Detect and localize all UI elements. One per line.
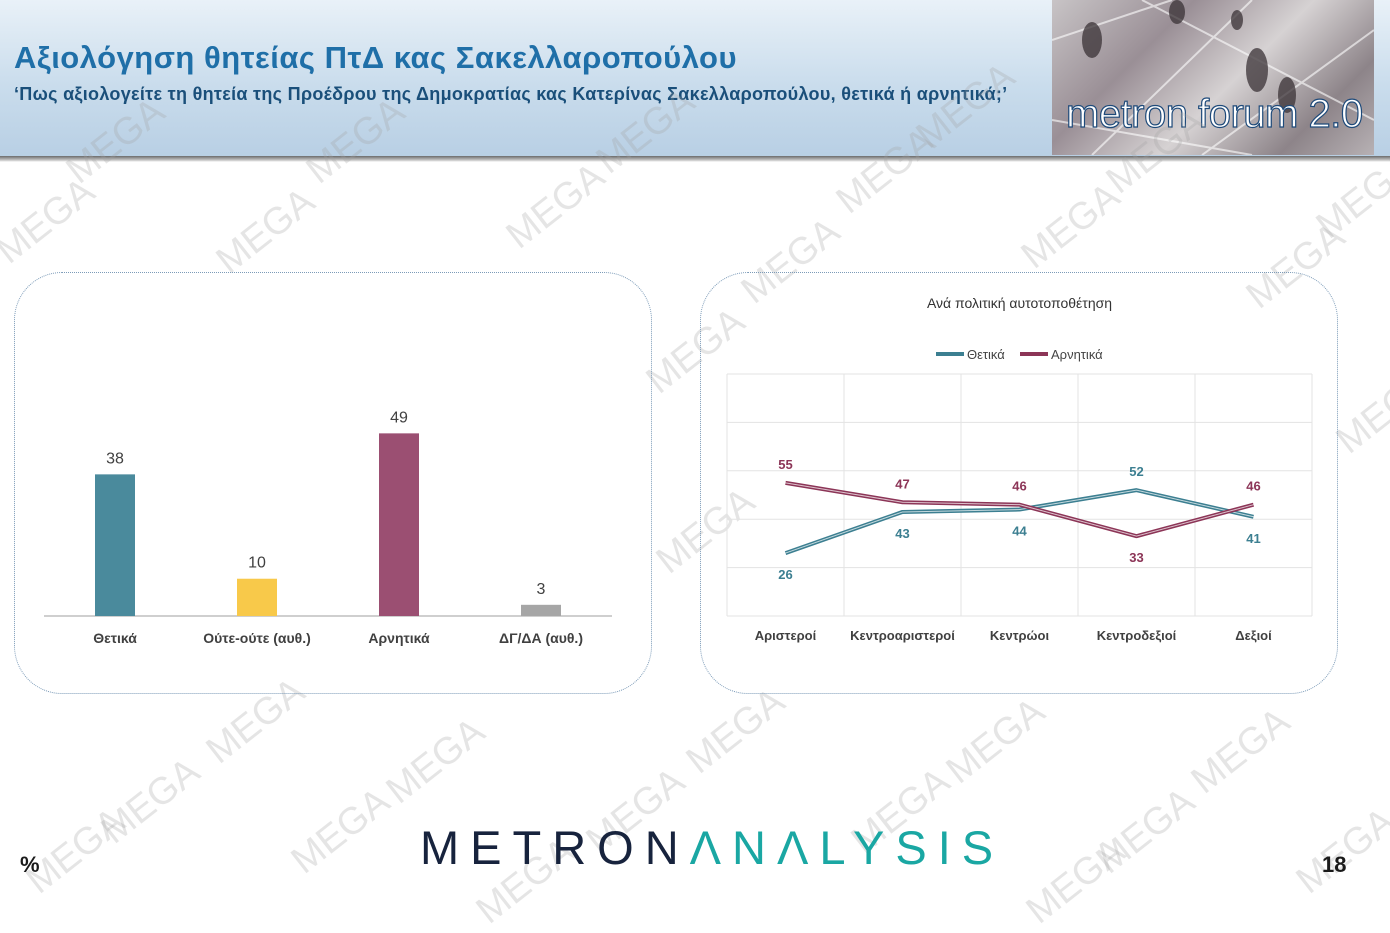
data-label: 55 bbox=[778, 457, 792, 472]
watermark-text: MEGA bbox=[208, 180, 323, 283]
watermark-text: MEGA bbox=[93, 750, 208, 853]
watermark-text: MEGA bbox=[378, 710, 493, 813]
series-line-highlight bbox=[785, 489, 1254, 554]
bar-value-label: 10 bbox=[248, 555, 266, 572]
metron-analysis-logo: METRONΛNΛLYSIS bbox=[420, 820, 1004, 875]
page-number: 18 bbox=[1322, 852, 1347, 877]
page-title: Αξιολόγηση θητείας ΠτΔ κας Σακελλαροπούλ… bbox=[14, 40, 738, 75]
data-label: 43 bbox=[895, 526, 909, 541]
x-tick-label: Αρνητικά bbox=[368, 630, 430, 646]
watermark-text: MEGA bbox=[1088, 780, 1203, 883]
brand-part-1: METRON bbox=[420, 821, 690, 874]
watermark-text: MEGA bbox=[1013, 175, 1128, 278]
data-label: 46 bbox=[1012, 479, 1026, 494]
data-label: 47 bbox=[895, 476, 909, 491]
data-label: 44 bbox=[1012, 524, 1027, 539]
header-divider bbox=[0, 156, 1390, 162]
x-tick-label: Δεξιοί bbox=[1235, 628, 1272, 643]
x-tick-label: Κεντρώοι bbox=[990, 628, 1050, 643]
data-label: 33 bbox=[1129, 550, 1143, 565]
bar bbox=[521, 604, 561, 616]
data-label: 52 bbox=[1129, 464, 1143, 479]
bar-value-label: 38 bbox=[106, 450, 124, 467]
watermark-text: MEGA bbox=[1183, 700, 1298, 803]
x-tick-label: Θετικά bbox=[93, 630, 137, 646]
data-label: 46 bbox=[1246, 479, 1260, 494]
watermark-text: MEGA bbox=[0, 170, 103, 273]
watermark-text: MEGA bbox=[678, 680, 793, 783]
bar-chart-panel bbox=[14, 272, 652, 694]
bar bbox=[95, 474, 135, 616]
chart-title: Ανά πολιτική αυτοτοποθέτηση bbox=[927, 295, 1112, 311]
percent-label: % bbox=[20, 852, 40, 877]
metron-forum-logo: metron forum 2.0 bbox=[1052, 0, 1374, 155]
watermark-text: MEGA bbox=[1018, 830, 1133, 933]
bar-value-label: 3 bbox=[537, 581, 546, 598]
x-tick-label: Κεντροδεξιοί bbox=[1097, 628, 1177, 643]
legend-label: Θετικά bbox=[967, 347, 1005, 362]
watermark-text: MEGA bbox=[283, 780, 398, 883]
page-subtitle: ‘Πως αξιολογείτε τη θητεία της Προέδρου … bbox=[14, 84, 1008, 104]
x-tick-label: ΔΓ/ΔΑ (αυθ.) bbox=[499, 630, 583, 646]
line-chart-panel bbox=[700, 272, 1338, 694]
data-label: 41 bbox=[1246, 531, 1260, 546]
bar-value-label: 49 bbox=[390, 409, 408, 426]
legend-label: Αρνητικά bbox=[1051, 347, 1103, 362]
bar bbox=[379, 433, 419, 616]
series-line-highlight bbox=[785, 482, 1254, 537]
watermark-text: MEGA bbox=[938, 690, 1053, 793]
brand-part-2: ΛNΛLYSIS bbox=[689, 821, 1005, 874]
bar bbox=[237, 578, 277, 616]
line-chart: Ανά πολιτική αυτοτοποθέτηση Θετικά Αρνητικ… bbox=[726, 295, 1313, 643]
x-tick-label: Ούτε-ούτε (αυθ.) bbox=[203, 630, 311, 646]
x-tick-label: Αριστεροί bbox=[755, 628, 817, 643]
logo-text: metron forum 2.0 bbox=[1065, 91, 1363, 136]
bar-chart: 38 Θετικά 10 Ούτε-ούτε (αυθ.) 49 Αρνητικά 3 ΔΓ/… bbox=[44, 409, 612, 646]
data-label: 26 bbox=[778, 567, 792, 582]
x-tick-label: Κεντροαριστεροί bbox=[850, 628, 955, 643]
watermark-text: MEGA bbox=[498, 155, 613, 258]
